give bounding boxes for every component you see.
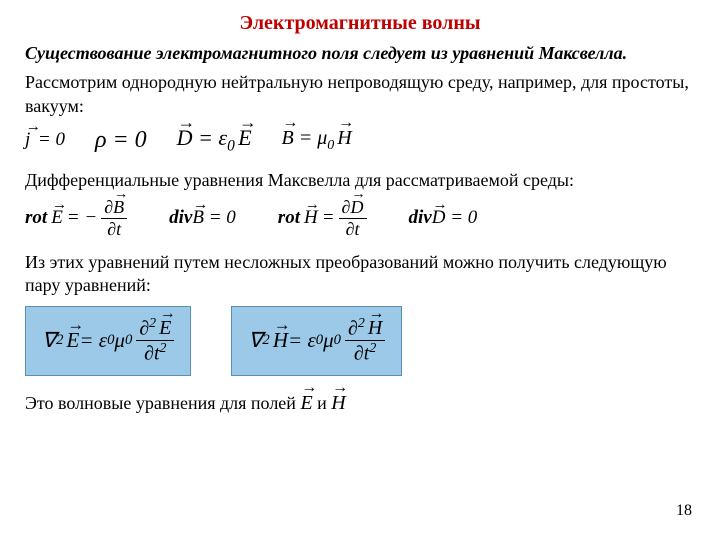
eq-rho-zero: ρ = 0: [95, 125, 147, 156]
wave-eq-e-box: ∇2E = ε0μ0 ∂2E∂t2: [25, 306, 191, 376]
wave-equation-boxes: ∇2E = ε0μ0 ∂2E∂t2 ∇2H = ε0μ0 ∂2H∂t2: [25, 306, 695, 376]
equation-row-maxwell: rotE = − ∂B∂t divB = 0 rotH = ∂D∂t divD …: [25, 198, 695, 239]
eq-div-b: divB = 0: [169, 206, 236, 231]
eq-rot-h: rotH = ∂D∂t: [278, 198, 367, 239]
eq-div-d: divD = 0: [409, 206, 478, 231]
equation-row-initial: j = 0 ρ = 0 D = ε0E B = μ0H: [25, 124, 695, 156]
paragraph-3: Из этих уравнений путем несложных преобр…: [25, 251, 695, 298]
eq-d-e: D = ε0E: [177, 124, 252, 156]
wave-eq-h-box: ∇2H = ε0μ0 ∂2H∂t2: [231, 306, 402, 376]
page-title: Электромагнитные волны: [25, 10, 695, 36]
eq-j-zero: j = 0: [25, 128, 65, 153]
field-e-symbol: E: [300, 392, 312, 414]
eq-b-h: B = μ0H: [282, 125, 352, 155]
subtitle-text: Существование электромагнитного поля сле…: [25, 42, 695, 65]
page-number: 18: [676, 501, 692, 522]
para4-part-a: Это волновые уравнения для полей: [25, 393, 300, 413]
field-h-symbol: H: [331, 392, 345, 414]
paragraph-1: Рассмотрим однородную нейтральную непров…: [25, 71, 695, 118]
paragraph-4: Это волновые уравнения для полей E и H: [25, 390, 695, 416]
para4-part-b: и: [317, 393, 331, 413]
eq-rot-e: rotE = − ∂B∂t: [25, 198, 127, 239]
